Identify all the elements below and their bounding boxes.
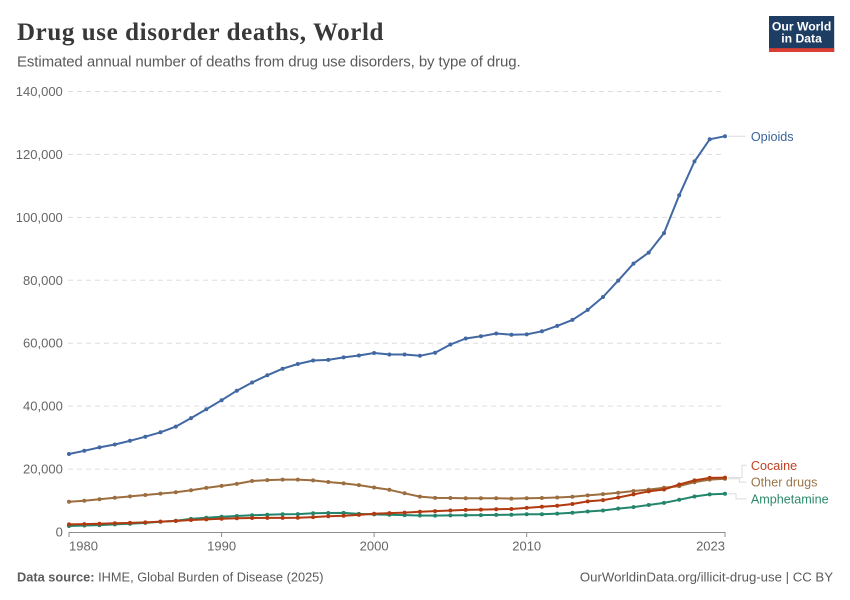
svg-text:OurWorldinData.org/illicit-dru: OurWorldinData.org/illicit-drug-use | CC… [580,570,833,585]
svg-text:140,000: 140,000 [16,84,63,99]
svg-text:20,000: 20,000 [23,462,63,477]
svg-text:100,000: 100,000 [16,210,63,225]
svg-text:40,000: 40,000 [23,399,63,414]
svg-text:2010: 2010 [512,539,541,554]
svg-text:80,000: 80,000 [23,273,63,288]
svg-text:1990: 1990 [207,539,236,554]
svg-text:2000: 2000 [360,539,389,554]
svg-text:Drug use disorder deaths, Worl: Drug use disorder deaths, World [17,19,384,46]
svg-text:60,000: 60,000 [23,336,63,351]
svg-text:1980: 1980 [69,539,98,554]
svg-text:Other drugs: Other drugs [751,476,818,490]
svg-text:Data source: IHME, Global Burd: Data source: IHME, Global Burden of Dise… [17,570,324,585]
svg-text:2023: 2023 [696,539,725,554]
svg-text:0: 0 [56,525,63,540]
svg-text:Cocaine: Cocaine [751,459,797,473]
svg-text:120,000: 120,000 [16,147,63,162]
svg-text:Estimated annual number of dea: Estimated annual number of deaths from d… [17,54,521,71]
svg-text:in Data: in Data [781,32,822,46]
svg-text:Amphetamine: Amphetamine [751,492,829,506]
svg-text:Opioids: Opioids [751,130,794,144]
svg-text:Our World: Our World [772,19,831,33]
